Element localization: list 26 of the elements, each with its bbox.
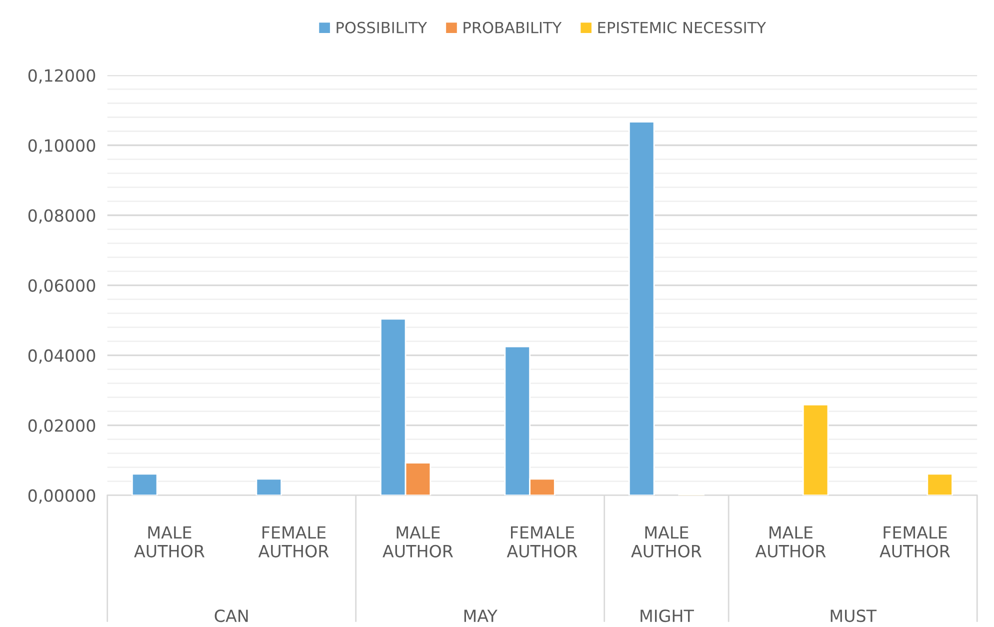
text: CAN [214, 610, 248, 622]
y-tick-label: 0,04000 [28, 349, 96, 364]
y-tick-label: 0,08000 [28, 209, 96, 224]
bar [256, 478, 282, 496]
x-tick-label: MALE AUTHOR [755, 526, 826, 558]
text: MIGHT [640, 610, 694, 622]
y-tick-label: 0,06000 [28, 279, 96, 294]
y-tick-label: 0,10000 [28, 139, 96, 154]
text: MAY [464, 610, 498, 622]
bar [132, 473, 158, 496]
legend-label: EPISTEMIC NECESSITY [598, 22, 766, 34]
x-tick-label: FEMALE AUTHOR [258, 526, 329, 558]
legend-label: POSSIBILITY [336, 22, 428, 34]
bar [628, 121, 655, 496]
x-tick-label: MALE AUTHOR [134, 526, 205, 558]
legend-label: PROBABILITY [464, 22, 562, 34]
x-tick-label: MALE AUTHOR [382, 526, 454, 558]
x-tick-label: FEMALE AUTHOR [880, 526, 950, 558]
y-tick-label: 0,12000 [28, 69, 96, 84]
bar [926, 473, 953, 496]
x-tick-label: MALE AUTHOR [631, 526, 702, 558]
y-tick-label: 0,00000 [28, 489, 96, 504]
bar [802, 404, 829, 496]
x-tick-label: FEMALE AUTHOR [506, 526, 578, 558]
text: MUST [830, 610, 877, 622]
y-tick-label: 0,02000 [28, 419, 96, 434]
